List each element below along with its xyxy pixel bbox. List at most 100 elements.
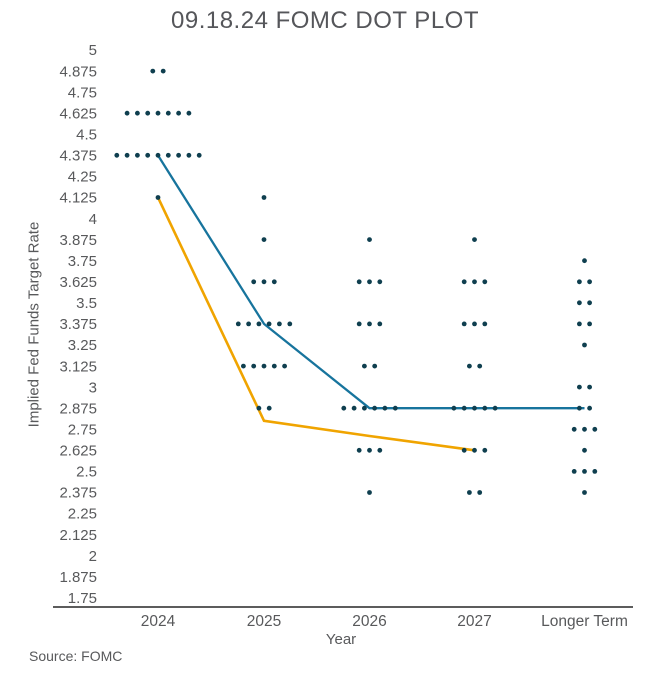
y-tick-label: 3.125: [59, 358, 97, 375]
yellow-line: [156, 196, 475, 452]
dot: [176, 110, 182, 116]
dot: [582, 258, 587, 264]
dot: [592, 469, 598, 474]
dot: [461, 405, 467, 411]
dot: [356, 321, 362, 327]
y-tick-label: 4.75: [68, 84, 97, 101]
dot: [165, 110, 171, 116]
dot: [186, 152, 192, 158]
y-tick-label: 4.875: [59, 63, 97, 80]
y-tick-label: 2.375: [59, 485, 97, 502]
dot: [451, 405, 457, 411]
dot: [577, 300, 582, 306]
dot: [356, 447, 362, 453]
dot: [367, 490, 372, 495]
dot: [472, 237, 477, 243]
y-tick-label: 5: [89, 42, 97, 59]
dot: [271, 279, 277, 285]
dot: [461, 279, 467, 285]
dot: [577, 405, 582, 411]
y-tick-label: 4.5: [76, 126, 97, 143]
dot: [482, 447, 488, 453]
dot: [150, 68, 156, 74]
dot: [251, 363, 257, 369]
dot: [246, 321, 252, 327]
dot: [582, 426, 587, 432]
dot: [256, 405, 262, 411]
dot: [155, 110, 161, 116]
dot: [341, 405, 347, 411]
dot: [372, 363, 378, 369]
dot: [155, 152, 161, 158]
dot: [472, 447, 477, 453]
dot: [377, 447, 383, 453]
dot: [160, 68, 166, 74]
dot: [351, 405, 357, 411]
dot: [577, 321, 582, 327]
y-tick-label: 2.5: [76, 464, 97, 481]
dot: [196, 152, 202, 158]
dot: [587, 279, 592, 285]
dot: [571, 426, 577, 432]
y-tick-label: 2.75: [68, 421, 97, 438]
y-tick-label: 3.375: [59, 316, 97, 333]
dot: [377, 321, 383, 327]
dot: [266, 405, 272, 411]
dot: [472, 405, 477, 411]
dot: [582, 469, 587, 474]
dot: [135, 110, 140, 116]
x-tick-label: 2027: [457, 613, 491, 630]
dot: [124, 110, 130, 116]
y-tick-label: 1.75: [68, 590, 97, 607]
dot: [472, 279, 477, 285]
x-axis-title: Year: [325, 631, 357, 648]
x-tick-label: 2024: [141, 613, 176, 630]
dot: [477, 363, 483, 369]
dot: [356, 279, 362, 285]
dot: [467, 490, 472, 495]
dot: [271, 363, 277, 369]
dot: [477, 490, 483, 495]
dot: [135, 152, 140, 158]
dot: [277, 321, 282, 327]
dot: [582, 342, 587, 348]
dot: [461, 321, 467, 327]
dot: [155, 195, 161, 200]
dot: [256, 321, 262, 327]
y-tick-label: 4: [89, 211, 97, 228]
dot: [577, 279, 582, 285]
dot: [592, 426, 598, 432]
dot: [261, 279, 267, 285]
y-tick-label: 2.625: [59, 443, 97, 460]
dot: [145, 110, 151, 116]
x-tick-label: Longer Term: [541, 613, 628, 630]
dot: [372, 405, 377, 411]
y-tick-label: 1.875: [59, 569, 97, 586]
dot: [367, 237, 372, 243]
y-tick-label: 2.125: [59, 527, 97, 544]
y-tick-label: 4.625: [59, 105, 97, 122]
dot: [251, 279, 257, 285]
y-tick-label: 3.5: [76, 295, 97, 312]
dot: [587, 300, 592, 306]
dot: [577, 384, 582, 390]
y-tick-label: 4.125: [59, 190, 97, 207]
dot: [176, 152, 182, 158]
dot: [461, 447, 467, 453]
blue-line: [157, 154, 585, 410]
dot: [261, 363, 267, 369]
dot: [145, 152, 151, 158]
source-note: Source: FOMC: [29, 648, 123, 664]
y-tick-label: 4.25: [68, 169, 97, 186]
y-tick-label: 3.75: [68, 253, 97, 270]
dot: [186, 110, 192, 116]
dot: [582, 490, 587, 495]
dot: [235, 321, 241, 327]
dot: [124, 152, 130, 158]
dot: [492, 405, 498, 411]
x-tick-label: 2026: [352, 613, 386, 630]
dot: [392, 405, 398, 411]
dot: [362, 363, 367, 369]
dot: [287, 321, 293, 327]
dot: [482, 279, 488, 285]
